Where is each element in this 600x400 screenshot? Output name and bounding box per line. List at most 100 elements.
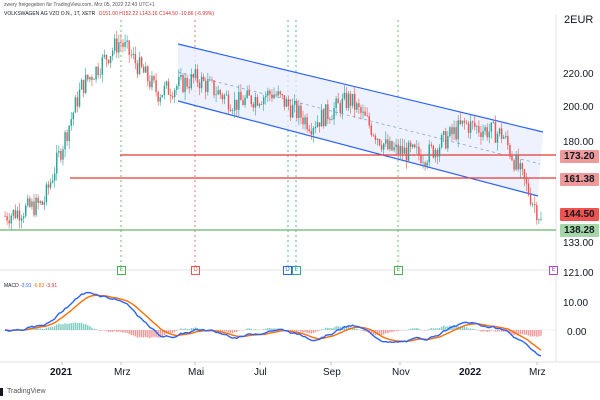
candle-body [53,173,56,181]
macd-histogram-bar [453,325,455,330]
candle-body [339,103,341,113]
macd-histogram-bar [147,330,149,338]
time-label-2022: 2022 [459,367,482,378]
price-tick-133: 133.00 [563,238,594,249]
candle-body [217,90,219,95]
event-marker-d2[interactable]: D [283,266,292,275]
event-marker-e1[interactable]: E [117,266,126,275]
candle-body [254,97,257,108]
macd-histogram-bar [105,330,108,331]
event-marker-d1[interactable]: D [191,266,200,275]
candle-body [145,66,147,73]
macd-histogram-bar [136,330,139,338]
price-tag-161[interactable]: 161.38 [560,173,599,186]
macd-histogram-bar [68,323,70,330]
candle-body [196,69,199,83]
candle-body [540,219,542,220]
price-tag-138[interactable]: 138.28 [560,224,599,237]
candle-body [82,79,85,93]
candle-body [476,126,478,127]
candle-body [333,108,335,120]
channel-upper-line[interactable] [177,43,544,133]
candle-body [322,109,325,127]
candle-body [66,132,68,142]
event-marker-e3[interactable]: E [394,266,403,275]
candle-body [294,100,296,105]
candle-body [414,144,416,148]
macd-histogram-bar [130,330,132,335]
candle-body [426,162,428,166]
macd-histogram-bar [478,330,480,331]
macd-histogram-bar [536,330,538,337]
candle-body [453,127,455,135]
candle-body [142,66,145,73]
candle-body [356,103,358,110]
macd-histogram-bar [490,330,493,331]
candle-body [103,54,106,57]
macd-histogram-bar [43,328,46,330]
macd-histogram-bar [345,326,348,330]
price-tag-173[interactable]: 173.20 [560,150,599,163]
macd-histogram-bar [89,326,91,330]
candle-body [35,197,37,216]
macd-histogram-bar [411,328,414,330]
candle-body [275,94,277,96]
candle-body [277,91,279,96]
candle-body [331,119,333,120]
candlestick-series [4,31,542,230]
candle-body [93,79,95,80]
candle-body [169,94,172,96]
macd-histogram-bar [314,330,317,333]
candle-body [258,104,261,106]
candle-body [391,141,393,151]
candle-body [457,120,459,140]
candle-body [459,120,461,124]
time-label-mrz-2022: Mrz [529,367,546,378]
candle-body [27,198,29,206]
macd-histogram-bar [463,326,466,330]
candle-body [89,77,91,80]
macd-histogram-bar [376,330,379,335]
footer-brand[interactable]: TradingView [3,388,46,395]
price-tag-144[interactable]: 144.50 [560,208,599,221]
candle-body [4,215,6,217]
macd-histogram-bar [494,330,497,332]
macd-histogram-bar [362,330,364,331]
event-marker-e2[interactable]: E [292,266,301,275]
candle-body [213,80,215,96]
candle-body [128,40,130,55]
macd-histogram-bar [87,325,89,330]
macd-histogram-bar [343,325,346,330]
candle-body [97,66,99,76]
channel-lower-line[interactable] [177,100,539,197]
macd-histogram-bar [101,330,104,331]
candle-body [186,78,188,87]
price-tick-220: 220.00 [563,69,594,80]
candle-body [351,93,354,106]
candle-body [188,86,190,89]
macd-histogram-bar [118,330,120,332]
macd-histogram-bar [302,330,304,333]
symbol-info: VOLKSWAGEN AG VZO O.N., 1T, XETR O151.00… [4,11,214,17]
candle-body [505,135,507,138]
candle-body [246,90,248,98]
candle-body [91,77,93,80]
candle-body [409,142,412,147]
candle-body [451,127,453,135]
macd-legend: MACD -3.91 -6.83 -3.91 [4,283,57,289]
macd-histogram-bar [482,330,484,332]
candle-body [173,89,176,98]
candle-body [138,57,141,75]
macd-histogram-bar [414,328,416,330]
candle-body [105,54,108,60]
macd-histogram-bar [186,328,188,330]
macd-histogram-bar [273,328,275,330]
macd-histogram-bar [151,330,153,338]
candle-body [407,142,410,161]
macd-histogram-bar [82,324,85,330]
macd-histogram-bar [167,330,170,334]
macd-histogram-bar [161,330,164,337]
event-marker-e4[interactable]: E [549,266,558,275]
candle-body [178,76,180,87]
